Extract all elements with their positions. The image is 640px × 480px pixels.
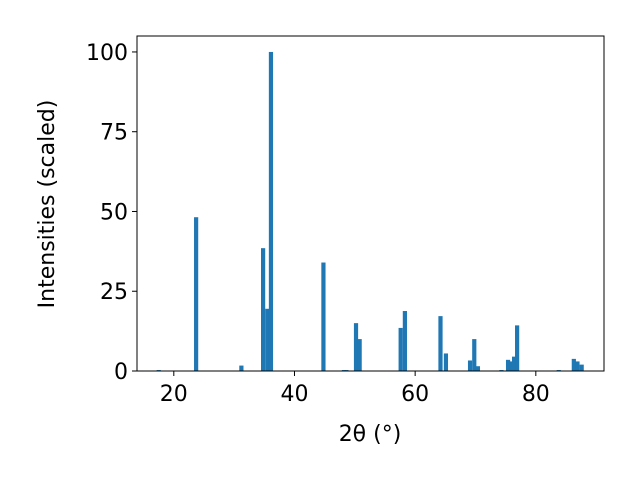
bar: [357, 339, 362, 371]
bar: [239, 365, 244, 371]
bar: [467, 360, 473, 371]
bar: [194, 217, 199, 371]
y-tick-label: 0: [114, 360, 128, 385]
bar: [438, 316, 443, 371]
bar: [509, 361, 514, 371]
bar: [268, 51, 274, 371]
bar: [505, 359, 511, 371]
bar: [443, 353, 449, 371]
bar: [261, 248, 266, 371]
bar: [475, 366, 480, 371]
bar: [571, 358, 576, 371]
bar: [398, 327, 403, 371]
y-tick-label: 25: [100, 280, 128, 305]
bar: [579, 364, 584, 371]
bar: [321, 262, 326, 371]
x-axis-label: 2θ (°): [339, 422, 402, 447]
plot-frame: [136, 35, 605, 372]
x-tick-label: 40: [280, 382, 308, 407]
bar: [515, 325, 520, 371]
x-tick-label: 20: [160, 382, 188, 407]
bar: [472, 339, 477, 371]
bar: [353, 323, 359, 371]
bar: [575, 361, 580, 371]
x-tick-label: 60: [401, 382, 429, 407]
bar: [402, 311, 407, 371]
y-tick-label: 50: [100, 200, 128, 225]
y-axis-label: Intensities (scaled): [35, 100, 60, 309]
bar: [511, 356, 517, 371]
y-tick-label: 75: [100, 121, 128, 146]
x-tick-label: 80: [522, 382, 550, 407]
y-tick-label: 100: [86, 41, 128, 66]
bar: [265, 308, 270, 371]
